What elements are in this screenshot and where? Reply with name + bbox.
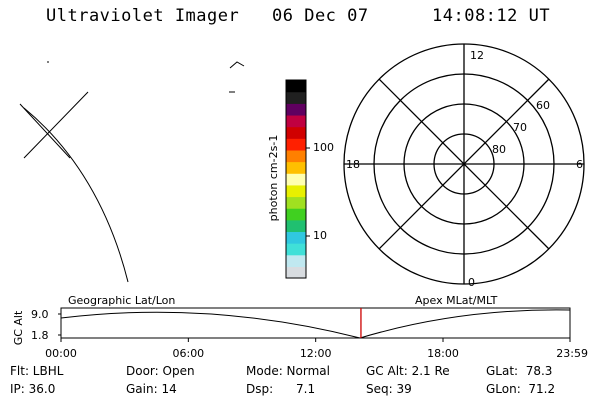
sequence-status: Seq: 39	[366, 382, 412, 396]
filter-status: Flt: LBHL	[10, 364, 64, 378]
time-tick-label: 00:00	[45, 347, 77, 360]
geographic-latitude: GLat: 78.3	[486, 364, 553, 378]
ip-status: IP: 36.0	[10, 382, 56, 396]
time-tick-label: 12:00	[300, 347, 332, 360]
colorbar-segment	[286, 243, 306, 256]
colorbar-segment	[286, 219, 306, 233]
colorbar-segment	[286, 138, 306, 151]
polar-plot	[343, 43, 585, 285]
mlt-label-6: 6	[576, 158, 583, 171]
colorbar-segment	[286, 91, 306, 104]
door-status: Door: Open	[126, 364, 195, 378]
color-bar	[285, 79, 307, 279]
colorbar-segment	[286, 254, 306, 267]
colorbar-segment	[286, 184, 306, 198]
mlt-label-0: 0	[468, 276, 475, 289]
mlt-label-18: 18	[346, 158, 360, 171]
time-axis-ticks: 00:00 06:00 12:00 18:00 23:59	[45, 338, 588, 360]
colorbar-segment	[286, 161, 306, 174]
observation-date: 06 Dec 07	[272, 6, 369, 26]
geographic-longitude: GLon: 71.2	[486, 382, 556, 396]
colorbar-segment	[286, 266, 306, 279]
mlt-label-12: 12	[470, 49, 484, 62]
geographic-grid	[19, 61, 245, 283]
colorbar-tick-10: 10	[313, 229, 327, 242]
observation-time: 14:08:12 UT	[432, 6, 551, 26]
colorbar-segment	[286, 208, 306, 221]
colorbar-segment	[286, 149, 306, 163]
geographic-line-1	[19, 103, 71, 159]
geographic-line-2	[23, 91, 89, 159]
colorbar-segment	[286, 114, 306, 128]
colorbar-segment	[286, 196, 306, 209]
apex-coord-label: Apex MLat/MLT	[415, 294, 498, 307]
polar-diagonal-2	[378, 78, 550, 250]
mlat-label-60: 60	[536, 99, 550, 112]
colorbar-segment	[286, 80, 306, 93]
colorbar-segment	[286, 231, 306, 244]
geographic-coord-label: Geographic Lat/Lon	[68, 294, 175, 307]
colorbar-unit-label: photon cm-2s-1	[267, 135, 280, 222]
header: Ultraviolet Imager 06 Dec 07 14:08:12 UT	[0, 0, 600, 40]
time-tick-label: 18:00	[427, 347, 459, 360]
colorbar-segment	[286, 126, 306, 139]
mlat-label-70: 70	[513, 121, 527, 134]
instrument-title: Ultraviolet Imager	[46, 6, 240, 26]
altitude-tick-low: 1.8	[31, 329, 49, 342]
time-tick-label: 06:00	[172, 347, 204, 360]
gain-status: Gain: 14	[126, 382, 177, 396]
altitude-axis-label: GC Alt	[12, 310, 25, 345]
gc-altitude-status: GC Alt: 2.1 Re	[366, 364, 450, 378]
altitude-tick-high: 9.0	[31, 308, 49, 321]
colorbar-segment	[286, 173, 306, 186]
colorbar-tick-100: 100	[313, 141, 334, 154]
stray-mark-3	[229, 61, 245, 69]
altitude-curve	[60, 309, 571, 339]
dsp-status: Dsp: 7.1	[246, 382, 316, 396]
mode-status: Mode: Normal	[246, 364, 330, 378]
colorbar-axis	[306, 147, 310, 237]
status-footer: Flt: LBHL Door: Open Mode: Normal GC Alt…	[0, 364, 600, 400]
colorbar-segment	[286, 103, 306, 116]
geographic-arc	[23, 107, 129, 283]
mlat-label-80: 80	[492, 143, 506, 156]
colorbar-frame	[285, 79, 307, 279]
time-tick-label: 23:59	[556, 347, 588, 360]
